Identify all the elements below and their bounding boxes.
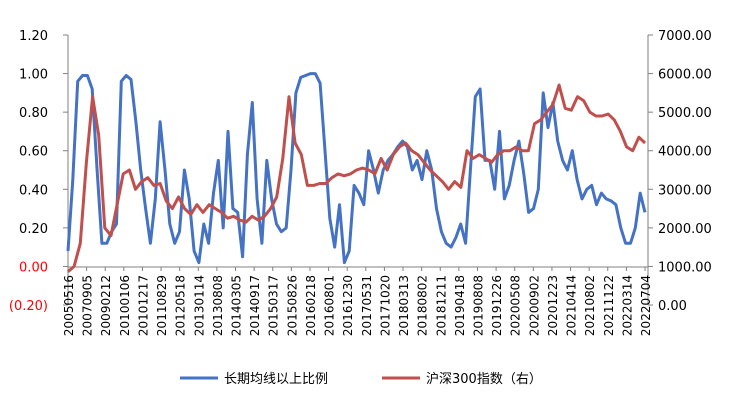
left-tick-label: 1.00	[19, 68, 48, 83]
series-line-1	[66, 72, 647, 265]
axes-layer: (0.20) 0.00 0.20 0.40 0.60 0.80 1.00 1.20 0.00 10…	[9, 29, 712, 336]
x-tick-label: 20201223	[546, 275, 560, 336]
left-tick-label: 1.20	[19, 29, 48, 44]
x-tick-label: 20161230	[341, 275, 355, 336]
left-tick-label: 0.80	[19, 106, 48, 121]
x-tick-label: 20190418	[453, 275, 467, 336]
x-tick-label: 20100106	[118, 275, 132, 336]
x-tick-label: 20211122	[602, 275, 616, 336]
right-tick-label: 6000.00	[658, 68, 712, 83]
x-tick-label: 20160801	[323, 275, 337, 336]
left-tick-label: 0.00	[19, 260, 48, 275]
x-tick-label: 20140305	[230, 275, 244, 336]
x-tick-label: 20070905	[81, 275, 95, 336]
x-tick-label: 20140917	[248, 275, 262, 336]
x-tick-label: 20180313	[397, 275, 411, 336]
x-tick-label: 20170531	[360, 275, 374, 336]
x-tick-label: 20220314	[620, 275, 634, 336]
series-line-2	[67, 83, 647, 273]
left-tick-label: 0.40	[19, 183, 48, 198]
x-tick-label: 20220704	[639, 275, 653, 336]
legend-label-1: 长期均线以上比例	[224, 372, 328, 387]
legend-label-2: 沪深300指数（右）	[426, 371, 542, 387]
series-layer	[66, 72, 647, 273]
right-tick-label: 1000.00	[658, 260, 712, 275]
right-tick-label: 2000.00	[658, 222, 712, 237]
x-tick-label: 20210802	[583, 275, 597, 336]
right-tick-label: 0.00	[658, 299, 687, 314]
x-tick-label: 20090212	[99, 275, 113, 336]
x-tick-label: 20171020	[378, 275, 392, 336]
x-tick-label: 20180802	[416, 275, 430, 336]
x-tick-label: 20150826	[285, 275, 299, 336]
x-tick-label: 20050516	[62, 275, 76, 336]
x-tick-label: 20200508	[509, 275, 523, 336]
x-tick-label: 20160218	[304, 275, 318, 336]
x-tick-label: 20101217	[136, 275, 150, 336]
x-tick-label: 20190808	[471, 275, 485, 336]
right-tick-label: 4000.00	[658, 145, 712, 160]
right-tick-label: 5000.00	[658, 106, 712, 121]
legend: 长期均线以上比例 沪深300指数（右）	[180, 371, 542, 387]
right-tick-label: 3000.00	[658, 183, 712, 198]
x-tick-label: 20191226	[490, 275, 504, 336]
x-tick-label: 20130114	[192, 275, 206, 336]
x-tick-label: 20181211	[434, 275, 448, 336]
right-tick-label: 7000.00	[658, 29, 712, 44]
x-tick-label: 20210414	[565, 275, 579, 336]
x-tick-label: 20120518	[174, 275, 188, 336]
left-tick-label: 0.20	[19, 222, 48, 237]
x-tick-label: 20130808	[211, 275, 225, 336]
x-tick-label: 20150317	[267, 275, 281, 336]
left-tick-label: 0.60	[19, 145, 48, 160]
x-tick-label: 20110829	[155, 275, 169, 336]
left-tick-label: (0.20)	[9, 299, 48, 314]
x-tick-label: 20200902	[527, 275, 541, 336]
